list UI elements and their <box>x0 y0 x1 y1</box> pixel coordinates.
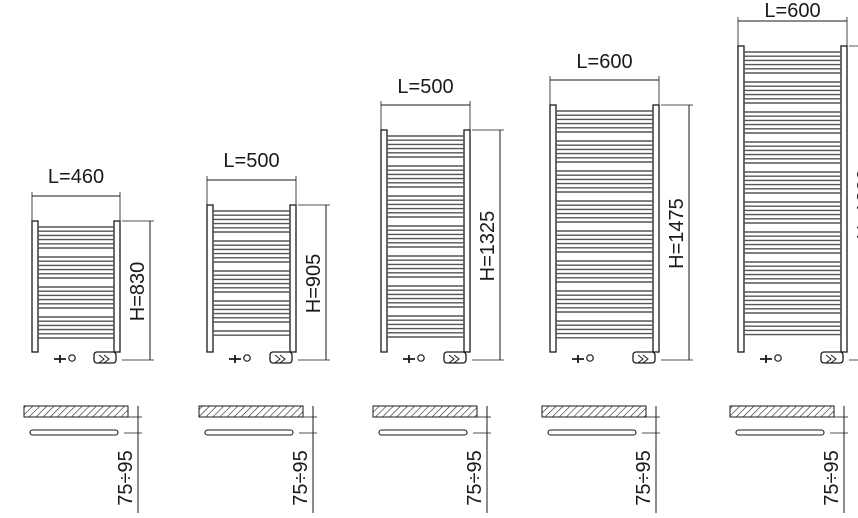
valve-icon <box>586 354 594 362</box>
side-view: 75÷95 <box>198 405 317 513</box>
left-tube <box>380 129 388 353</box>
wall-distance-label: 75÷95 <box>464 450 486 505</box>
heating-element-icon <box>269 351 293 364</box>
right-tube <box>289 204 297 353</box>
plug-icon <box>229 355 241 363</box>
wall-distance-label: 75÷95 <box>290 450 312 505</box>
height-label: H=1325 <box>477 211 499 282</box>
height-dimension: H=905 <box>298 204 330 361</box>
wall-hatch <box>372 405 478 418</box>
side-view: 75÷95 <box>23 405 142 513</box>
heating-element-icon <box>632 351 656 364</box>
heating-element-mark <box>825 354 837 364</box>
height-dimension: H=1325 <box>472 129 504 361</box>
plug-icon <box>403 355 415 363</box>
bars-group <box>556 110 653 339</box>
right-tube <box>652 104 660 353</box>
radiator-side-bar <box>29 429 119 436</box>
radiator-side-bar <box>735 429 825 436</box>
valve-icon <box>243 354 251 362</box>
valve-icon <box>417 354 425 362</box>
width-dimension: L=500 <box>206 150 297 205</box>
radiator-3: L=500 H=1325 75÷95 <box>372 76 504 513</box>
wall-hatch <box>23 405 129 418</box>
heating-element-mark <box>448 354 460 364</box>
left-tube <box>31 220 39 353</box>
valve-icon <box>774 354 782 362</box>
heating-element-icon <box>443 351 467 364</box>
radiator-side-bar <box>547 429 637 436</box>
side-view: 75÷95 <box>372 405 491 513</box>
width-label: L=600 <box>576 51 632 73</box>
height-label: H=1820 <box>854 169 858 240</box>
heating-element-mark <box>274 354 286 364</box>
plug-icon <box>54 355 66 363</box>
left-tube <box>737 45 745 353</box>
heating-element-mark <box>637 354 649 364</box>
right-tube <box>113 220 121 353</box>
radiator-side-bar <box>204 429 294 436</box>
bars-group <box>744 51 841 336</box>
height-label: H=905 <box>303 254 325 314</box>
width-dimension: L=460 <box>31 166 121 221</box>
height-dimension: H=1820 <box>849 45 858 361</box>
plug-icon <box>572 355 584 363</box>
width-label: L=600 <box>764 0 820 22</box>
left-tube <box>206 204 214 353</box>
bars-group <box>387 135 464 338</box>
width-label: L=500 <box>223 150 279 172</box>
right-tube <box>840 45 848 353</box>
wall-hatch <box>198 405 304 418</box>
width-label: L=500 <box>397 76 453 98</box>
wall-hatch <box>729 405 835 418</box>
width-dimension: L=600 <box>549 51 660 105</box>
wall-distance-label: 75÷95 <box>633 450 655 505</box>
radiator-side-bar <box>378 429 468 436</box>
wall-distance-label: 75÷95 <box>115 450 137 505</box>
width-dimension: L=600 <box>737 0 848 46</box>
width-dimension: L=500 <box>380 76 471 130</box>
plug-icon <box>760 355 772 363</box>
radiator-4: L=600 H=1475 75÷95 <box>541 51 693 513</box>
radiator-1: L=460 H=830 75÷95 <box>23 166 154 513</box>
bars-group <box>213 210 290 336</box>
radiator-2: L=500 H=905 75÷95 <box>198 150 330 513</box>
heating-element-icon <box>93 351 117 364</box>
side-view: 75÷95 <box>729 405 848 513</box>
width-label: L=460 <box>48 166 104 188</box>
valve-icon <box>68 354 76 362</box>
radiator-5: L=600 H=1820 75÷95 <box>729 0 858 513</box>
heating-element-icon <box>820 351 844 364</box>
height-dimension: H=830 <box>122 220 154 361</box>
height-dimension: H=1475 <box>661 104 693 361</box>
height-label: H=830 <box>127 262 149 322</box>
left-tube <box>549 104 557 353</box>
wall-distance-label: 75÷95 <box>821 450 843 505</box>
right-tube <box>463 129 471 353</box>
wall-hatch <box>541 405 647 418</box>
side-view: 75÷95 <box>541 405 660 513</box>
bars-group <box>38 226 114 339</box>
height-label: H=1475 <box>666 198 688 269</box>
heating-element-mark <box>98 354 110 364</box>
